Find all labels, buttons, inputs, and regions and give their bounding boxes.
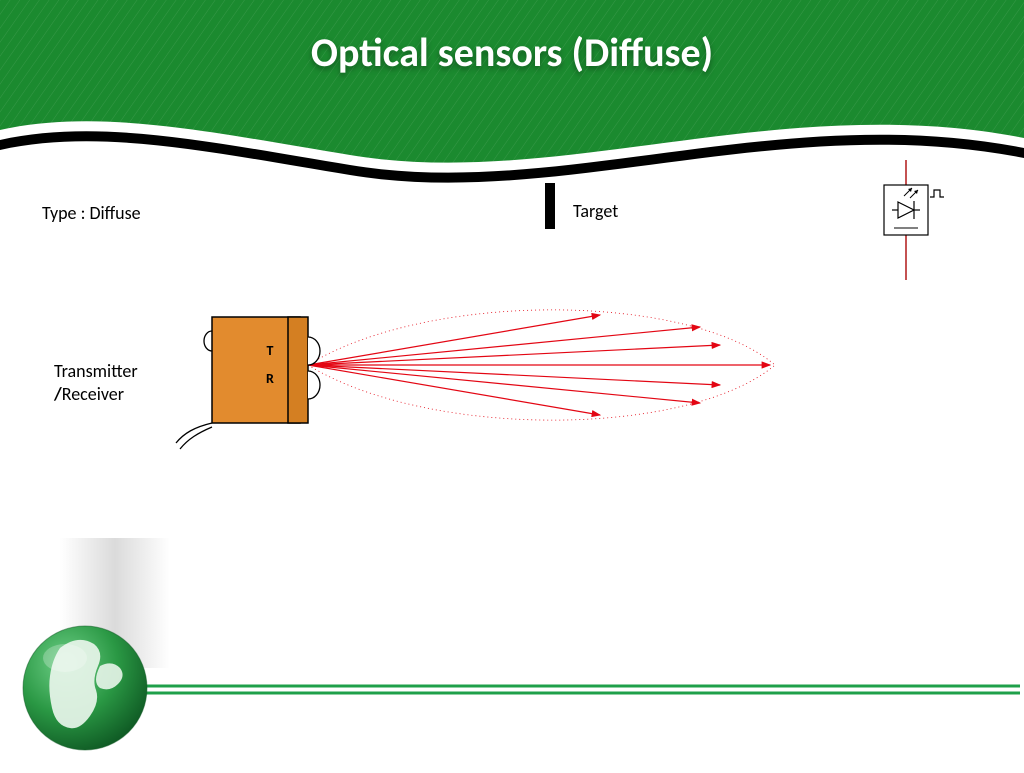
beam-arrows (308, 315, 770, 415)
sensor-diagram: T R (170, 275, 800, 455)
slide-header: Optical sensors (Diffuse) (0, 0, 1024, 175)
sensor-body (212, 317, 300, 423)
sensor-letter-t: T (267, 342, 274, 359)
transmitter-receiver-label: Transmitter /Receiver (54, 360, 138, 407)
target-label: Target (573, 200, 618, 222)
lens-top (308, 337, 320, 365)
slide-title: Optical sensors (Diffuse) (0, 28, 1024, 77)
transmitter-text: Transmitter (54, 360, 138, 382)
sensor-wire-1 (176, 423, 212, 443)
lens-bottom (308, 371, 320, 399)
sensor-letter-r: R (266, 370, 274, 387)
receiver-text: Receiver (62, 383, 124, 405)
sensor-symbol (880, 160, 946, 230)
target-bar (545, 183, 555, 229)
footer (0, 538, 1024, 768)
sensor-front-panel (288, 317, 308, 423)
sensor-wire-2 (180, 427, 212, 449)
globe-icon (23, 626, 147, 750)
sensor-rear-bump (204, 331, 212, 351)
type-label: Type : Diffuse (42, 202, 141, 224)
slash: / (54, 383, 62, 405)
